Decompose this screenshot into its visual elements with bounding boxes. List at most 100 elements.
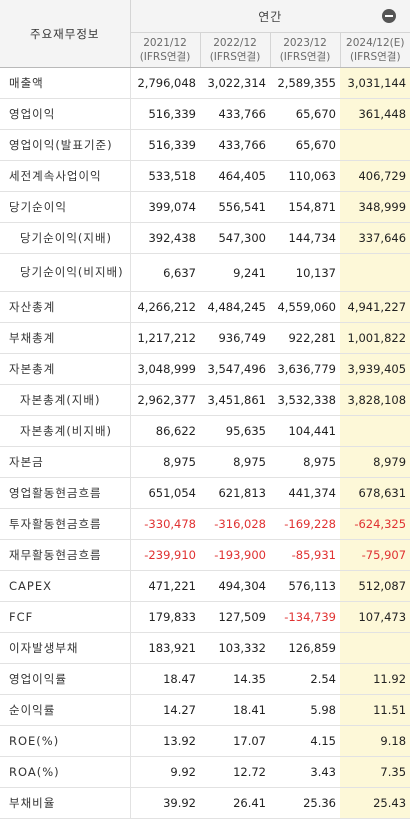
value-cell: 471,221 <box>130 570 200 602</box>
value-cell: 144,734 <box>270 222 340 254</box>
column-year: 2023/12 <box>283 37 327 49</box>
value-cell: 361,448 <box>340 98 410 130</box>
value-cell: 516,339 <box>130 129 200 161</box>
value-cell: 406,729 <box>340 160 410 192</box>
value-cell: 8,975 <box>130 446 200 478</box>
value-cell: -134,739 <box>270 601 340 633</box>
table-row: CAPEX 471,221 494,304 576,113 512,087 <box>0 570 410 602</box>
value-cell: 348,999 <box>340 191 410 223</box>
row-label: 재무활동현금흐름 <box>0 539 131 571</box>
row-label: 당기순이익(지배) <box>0 222 131 254</box>
value-cell: 86,622 <box>130 415 200 447</box>
value-cell: 4,559,060 <box>270 291 340 323</box>
column-header-2021: 2021/12 (IFRS연결) <box>130 32 200 68</box>
value-cell: 2,962,377 <box>130 384 200 416</box>
value-cell: 3,031,144 <box>340 67 410 99</box>
value-cell: 3,048,999 <box>130 353 200 385</box>
value-cell: 8,975 <box>200 446 270 478</box>
value-cell: 4,484,245 <box>200 291 270 323</box>
column-header-2023: 2023/12 (IFRS연결) <box>269 32 340 68</box>
row-label: 자산총계 <box>0 291 131 323</box>
value-cell: 576,113 <box>270 570 340 602</box>
column-basis: (IFRS연결) <box>349 51 401 63</box>
value-cell: 2,796,048 <box>130 67 200 99</box>
value-cell: 3.43 <box>270 756 340 788</box>
value-cell: 179,833 <box>130 601 200 633</box>
value-cell: 651,054 <box>130 477 200 509</box>
value-cell: 2,589,355 <box>270 67 340 99</box>
table-row: 자본총계(지배) 2,962,377 3,451,861 3,532,338 3,828… <box>0 384 410 416</box>
value-cell: 399,074 <box>130 191 200 223</box>
row-label: 부채총계 <box>0 322 131 354</box>
value-cell: 6,637 <box>130 253 200 292</box>
value-cell: 18.41 <box>200 694 270 726</box>
value-cell: 464,405 <box>200 160 270 192</box>
value-cell: -169,228 <box>270 508 340 540</box>
row-label: FCF <box>0 601 131 633</box>
value-cell: 441,374 <box>270 477 340 509</box>
value-cell: -239,910 <box>130 539 200 571</box>
value-cell: 25.36 <box>270 787 340 819</box>
value-cell: 95,635 <box>200 415 270 447</box>
column-header-2024e: 2024/12(E) (IFRS연결) <box>339 32 410 68</box>
column-basis: (IFRS연결) <box>209 51 261 63</box>
row-label: 부채비율 <box>0 787 131 819</box>
row-label: 영업이익(발표기준) <box>0 129 131 161</box>
value-cell <box>340 253 410 292</box>
value-cell: 547,300 <box>200 222 270 254</box>
row-label: 세전계속사업이익 <box>0 160 131 192</box>
value-cell: 3,828,108 <box>340 384 410 416</box>
value-cell: 10,137 <box>270 253 340 292</box>
value-cell: 17.07 <box>200 725 270 757</box>
value-cell: 25.43 <box>340 787 410 819</box>
column-year: 2024/12(E) <box>346 37 405 49</box>
row-label: 매출액 <box>0 67 131 99</box>
table-row: 당기순이익(비지배) 6,637 9,241 10,137 <box>0 253 410 292</box>
value-cell: 1,217,212 <box>130 322 200 354</box>
column-basis: (IFRS연결) <box>139 51 191 63</box>
value-cell: 621,813 <box>200 477 270 509</box>
value-cell: 11.92 <box>340 663 410 695</box>
period-label: 연간 <box>258 9 283 24</box>
row-label: 당기순이익 <box>0 191 131 223</box>
value-cell: -316,028 <box>200 508 270 540</box>
column-basis: (IFRS연결) <box>279 51 331 63</box>
table-row: 부채비율 39.92 26.41 25.36 25.43 <box>0 787 410 819</box>
table-title: 주요재무정보 <box>0 0 131 68</box>
table-row: 자본금 8,975 8,975 8,975 8,979 <box>0 446 410 478</box>
value-cell: 337,646 <box>340 222 410 254</box>
value-cell: 5.98 <box>270 694 340 726</box>
row-label: 자본총계(지배) <box>0 384 131 416</box>
table-row: 매출액 2,796,048 3,022,314 2,589,355 3,031,144 <box>0 67 410 99</box>
row-label: 영업활동현금흐름 <box>0 477 131 509</box>
value-cell: 4.15 <box>270 725 340 757</box>
value-cell: -624,325 <box>340 508 410 540</box>
table-row: ROA(%) 9.92 12.72 3.43 7.35 <box>0 756 410 788</box>
table-row: 영업이익률 18.47 14.35 2.54 11.92 <box>0 663 410 695</box>
value-cell: 433,766 <box>200 129 270 161</box>
value-cell: 4,266,212 <box>130 291 200 323</box>
table-row: 순이익률 14.27 18.41 5.98 11.51 <box>0 694 410 726</box>
column-header-2022: 2022/12 (IFRS연결) <box>199 32 270 68</box>
value-cell: 65,670 <box>270 129 340 161</box>
period-header: 연간 <box>130 0 410 33</box>
row-label: 투자활동현금흐름 <box>0 508 131 540</box>
table-row: 영업활동현금흐름 651,054 621,813 441,374 678,631 <box>0 477 410 509</box>
value-cell: 9.18 <box>340 725 410 757</box>
row-label: 순이익률 <box>0 694 131 726</box>
table-row: 재무활동현금흐름 -239,910 -193,900 -85,931 -75,907 <box>0 539 410 571</box>
row-label: 영업이익 <box>0 98 131 130</box>
value-cell: 556,541 <box>200 191 270 223</box>
value-cell: 18.47 <box>130 663 200 695</box>
value-cell: 9.92 <box>130 756 200 788</box>
value-cell: 3,532,338 <box>270 384 340 416</box>
value-cell: 65,670 <box>270 98 340 130</box>
value-cell <box>340 632 410 664</box>
row-label: 자본금 <box>0 446 131 478</box>
row-label: 자본총계 <box>0 353 131 385</box>
table-row: 투자활동현금흐름 -330,478 -316,028 -169,228 -624,325 <box>0 508 410 540</box>
minus-circle-icon[interactable] <box>382 9 397 23</box>
row-label: 영업이익률 <box>0 663 131 695</box>
value-cell: 14.35 <box>200 663 270 695</box>
value-cell: 1,001,822 <box>340 322 410 354</box>
